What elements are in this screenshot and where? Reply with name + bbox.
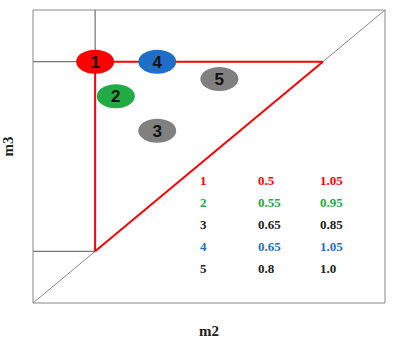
html-text:0.5: 0.5 <box>258 173 275 188</box>
html-text:0.55: 0.55 <box>258 195 281 210</box>
svg-text:4: 4 <box>153 53 163 72</box>
html-text:0.85: 0.85 <box>320 217 343 232</box>
html-text:0.65: 0.65 <box>258 217 281 232</box>
html-text:0.95: 0.95 <box>320 195 343 210</box>
html-text:1: 1 <box>200 173 207 188</box>
html-text:3: 3 <box>200 217 207 232</box>
html-text:5: 5 <box>200 261 207 276</box>
svg-text:1: 1 <box>90 53 99 72</box>
html-text:0.8: 0.8 <box>258 261 275 276</box>
html-text:2: 2 <box>200 195 207 210</box>
svg-text:3: 3 <box>153 122 162 141</box>
html-text:1.0: 1.0 <box>320 261 337 276</box>
html-text:4: 4 <box>200 239 207 254</box>
svg-text:m2: m2 <box>199 323 219 338</box>
svg-text:m3: m3 <box>8 137 16 157</box>
html-text:0.65: 0.65 <box>258 239 281 254</box>
svg-text:2: 2 <box>111 87 120 106</box>
svg-text:5: 5 <box>215 70 224 89</box>
html-text:1.05: 1.05 <box>320 239 343 254</box>
html-text:1.05: 1.05 <box>320 173 343 188</box>
